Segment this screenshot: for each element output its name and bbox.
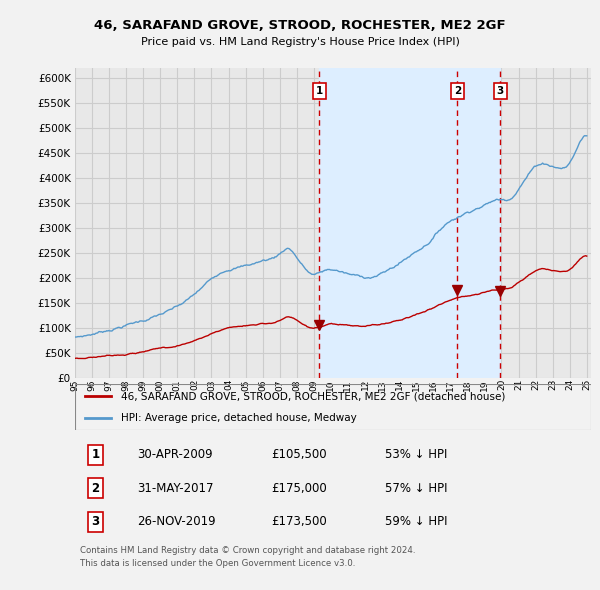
- Text: £175,000: £175,000: [271, 482, 327, 495]
- Bar: [319, 68, 500, 378]
- Text: 46, SARAFAND GROVE, STROOD, ROCHESTER, ME2 2GF: 46, SARAFAND GROVE, STROOD, ROCHESTER, M…: [94, 19, 506, 32]
- Text: £173,500: £173,500: [271, 516, 327, 529]
- Text: 59% ↓ HPI: 59% ↓ HPI: [385, 516, 447, 529]
- Text: HPI: Average price, detached house, Medway: HPI: Average price, detached house, Medw…: [121, 413, 357, 423]
- Text: 1: 1: [92, 448, 100, 461]
- Text: 3: 3: [496, 86, 504, 96]
- Text: 3: 3: [92, 516, 100, 529]
- Text: £105,500: £105,500: [271, 448, 327, 461]
- Text: 46, SARAFAND GROVE, STROOD, ROCHESTER, ME2 2GF (detached house): 46, SARAFAND GROVE, STROOD, ROCHESTER, M…: [121, 391, 506, 401]
- Text: 57% ↓ HPI: 57% ↓ HPI: [385, 482, 447, 495]
- Text: 26-NOV-2019: 26-NOV-2019: [137, 516, 215, 529]
- Text: Contains HM Land Registry data © Crown copyright and database right 2024.
This d: Contains HM Land Registry data © Crown c…: [80, 546, 416, 568]
- Text: Price paid vs. HM Land Registry's House Price Index (HPI): Price paid vs. HM Land Registry's House …: [140, 38, 460, 47]
- Text: 31-MAY-2017: 31-MAY-2017: [137, 482, 214, 495]
- Text: 2: 2: [92, 482, 100, 495]
- Text: 1: 1: [316, 86, 323, 96]
- Text: 53% ↓ HPI: 53% ↓ HPI: [385, 448, 447, 461]
- Text: 2: 2: [454, 86, 461, 96]
- Text: 30-APR-2009: 30-APR-2009: [137, 448, 212, 461]
